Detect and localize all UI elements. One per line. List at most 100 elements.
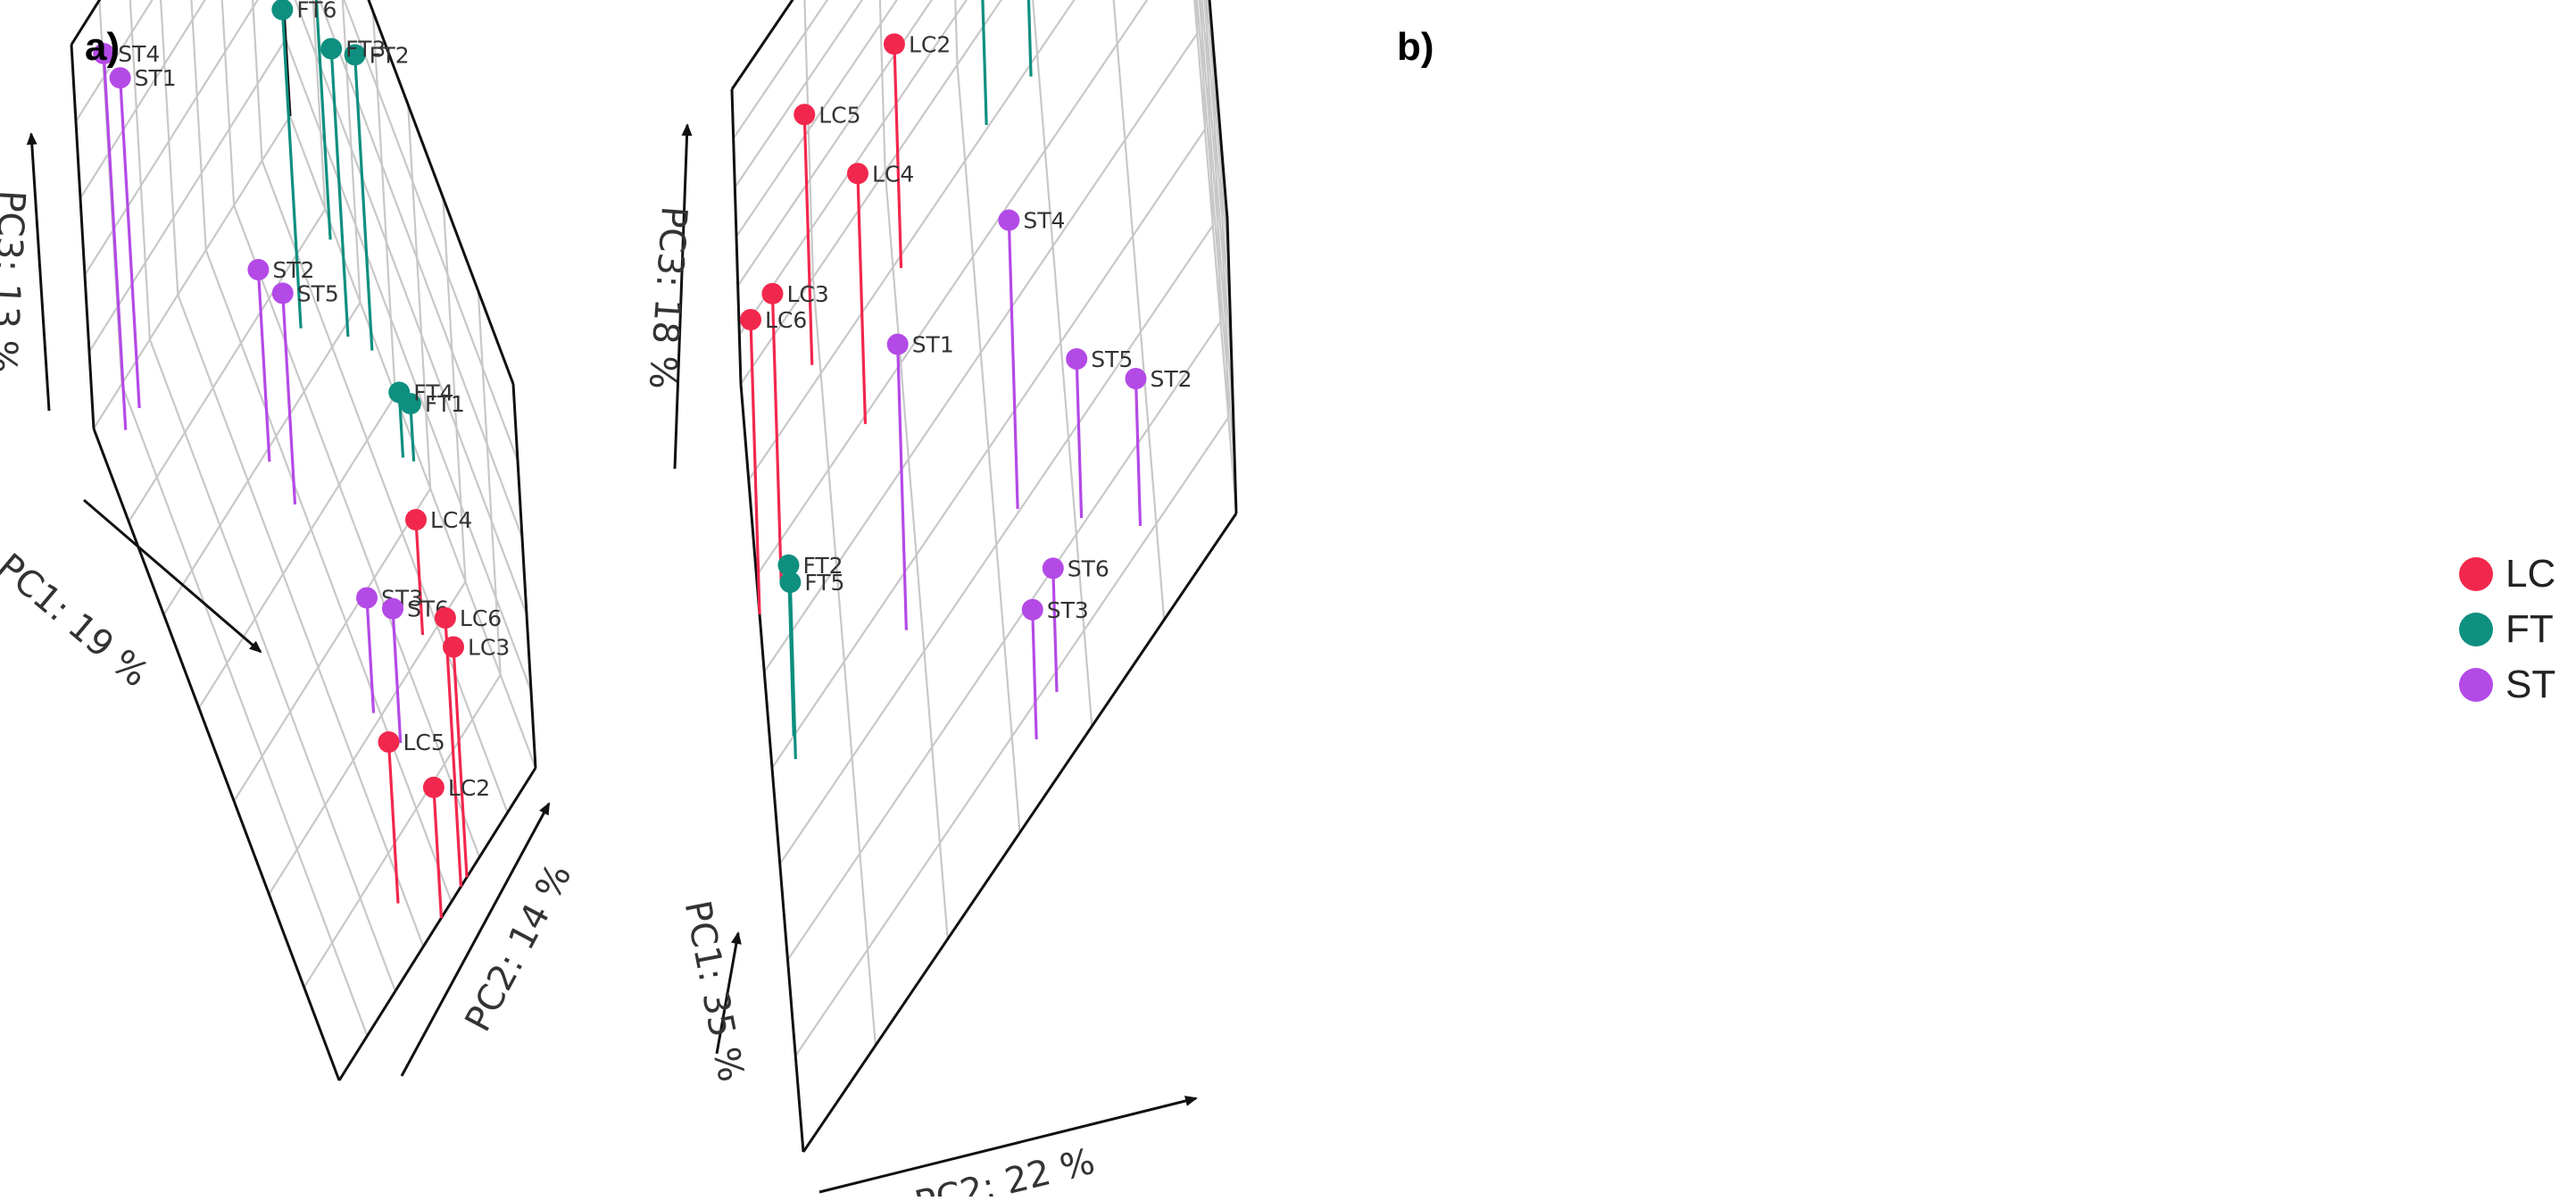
point-label-lc2: LC2 — [909, 31, 951, 57]
box-edge — [802, 513, 1238, 1153]
legend-label-ft: FT — [2505, 607, 2554, 651]
stem-ft3 — [329, 48, 350, 338]
point-label-lc5: LC5 — [819, 102, 860, 128]
point-label-lc5: LC5 — [403, 730, 445, 755]
x-axis-arrow — [83, 498, 262, 654]
stem-ft4 — [397, 392, 405, 458]
grid-line — [802, 218, 1238, 1153]
z-axis-title: PC3: 13 % — [0, 189, 32, 374]
stem-ft5 — [314, 0, 332, 240]
legend-swatch-st — [2459, 668, 2493, 702]
point-label-ft2: FT2 — [802, 553, 843, 579]
legend-item-ft: FT — [2459, 602, 2555, 657]
stem-ft2 — [353, 54, 374, 351]
stem-st6 — [1051, 568, 1059, 693]
point-label-st1: ST1 — [135, 65, 177, 91]
point-st1 — [886, 333, 909, 355]
stem-lc6 — [749, 319, 761, 615]
point-ft6 — [271, 0, 294, 21]
point-lc4 — [405, 509, 427, 530]
point-label-st3: ST3 — [1047, 597, 1089, 623]
grid-line — [1112, 0, 1166, 621]
stem-st5 — [1075, 358, 1084, 519]
point-label-st1: ST1 — [912, 332, 954, 358]
stem-lc5 — [386, 741, 400, 904]
z-axis-arrow — [26, 132, 51, 412]
x-axis-title: PC2: 22 % — [911, 1141, 1099, 1197]
point-label-st4: ST4 — [118, 41, 160, 67]
stem-lc3 — [452, 646, 469, 878]
stem-lc5 — [802, 114, 814, 365]
stem-st4 — [1007, 220, 1019, 509]
legend: LC FT ST — [2459, 546, 2555, 713]
point-st2 — [247, 259, 270, 280]
y-axis-arrow — [400, 802, 551, 1077]
point-label-lc6: LC6 — [460, 605, 502, 631]
grid-line — [732, 0, 1230, 269]
panel-b-label: b) — [1397, 25, 1434, 69]
grid-line — [1193, 0, 1238, 514]
point-st3 — [356, 587, 378, 609]
grid-lines — [730, 0, 1238, 1153]
box-edge — [511, 383, 537, 769]
grid-line — [735, 0, 1234, 367]
stem-st6 — [391, 608, 403, 744]
point-label-ft3: FT3 — [345, 37, 386, 63]
panel-b-chart: PC2: 22 %PC1: 35 %PC3: 18 %FT1FT4FT3FT6L… — [641, 0, 1238, 1201]
stem-st3 — [1031, 609, 1038, 739]
point-st1 — [109, 67, 131, 89]
point-label-st5: ST5 — [297, 280, 339, 306]
point-label-lc4: LC4 — [430, 507, 472, 533]
z-axis-arrow — [673, 123, 693, 470]
stem-ft5 — [788, 582, 797, 760]
stem-st2 — [256, 269, 271, 463]
grid-line — [233, 104, 432, 802]
point-label-ft4: FT4 — [413, 379, 453, 405]
grid-line — [79, 0, 524, 538]
point-label-lc3: LC3 — [786, 281, 828, 307]
stem-st5 — [281, 293, 297, 505]
point-label-st2: ST2 — [272, 257, 314, 283]
box-edge — [1208, 0, 1229, 220]
point-label-lc6: LC6 — [765, 307, 807, 333]
point-st4 — [998, 209, 1020, 231]
stem-st1 — [119, 78, 141, 409]
point-label-st4: ST4 — [1023, 208, 1065, 234]
grid-line — [190, 0, 453, 903]
stem-st3 — [365, 597, 376, 713]
point-ft2 — [344, 44, 366, 66]
point-st5 — [1066, 348, 1088, 370]
data-points: FT5FT2FT3FT6FT1FT4ST2ST5ST1LC4ST4ST3ST6L… — [93, 0, 510, 919]
point-lc6 — [740, 309, 761, 330]
panel-a-chart: PC1: 19 %PC2: 14 %PC3: 13 %FT5FT2FT3FT6F… — [0, 0, 580, 1081]
grid-line — [220, 0, 481, 858]
point-st6 — [382, 597, 403, 620]
grid-line — [252, 0, 509, 813]
grid-line — [736, 0, 1234, 416]
stem-lc4 — [414, 519, 425, 636]
legend-item-st: ST — [2459, 657, 2555, 713]
point-label-st5: ST5 — [1091, 346, 1133, 372]
y-axis-arrow — [715, 931, 742, 1055]
point-ft2 — [777, 554, 800, 576]
point-st2 — [1125, 368, 1147, 389]
z-axis-title: PC3: 18 % — [641, 204, 694, 390]
data-points: FT1FT4FT3FT6LC2LC5LC4ST2ST5ST4LC3ST1LC6S… — [740, 0, 1192, 760]
grid-line — [878, 0, 949, 939]
box-edge — [367, 0, 515, 385]
box-edge — [92, 428, 341, 1081]
point-label-ft2: FT2 — [370, 42, 410, 68]
stem-lc4 — [856, 173, 868, 424]
stem-lc2 — [432, 787, 443, 919]
box-edge — [337, 767, 537, 1081]
point-label-lc2: LC2 — [448, 775, 490, 801]
point-label-lc4: LC4 — [872, 161, 914, 187]
stem-st4 — [102, 54, 128, 430]
point-ft4 — [388, 381, 411, 404]
point-lc5 — [378, 731, 400, 753]
grid-line — [129, 0, 396, 992]
stem-st2 — [1134, 378, 1143, 527]
stem-lc2 — [893, 44, 903, 269]
